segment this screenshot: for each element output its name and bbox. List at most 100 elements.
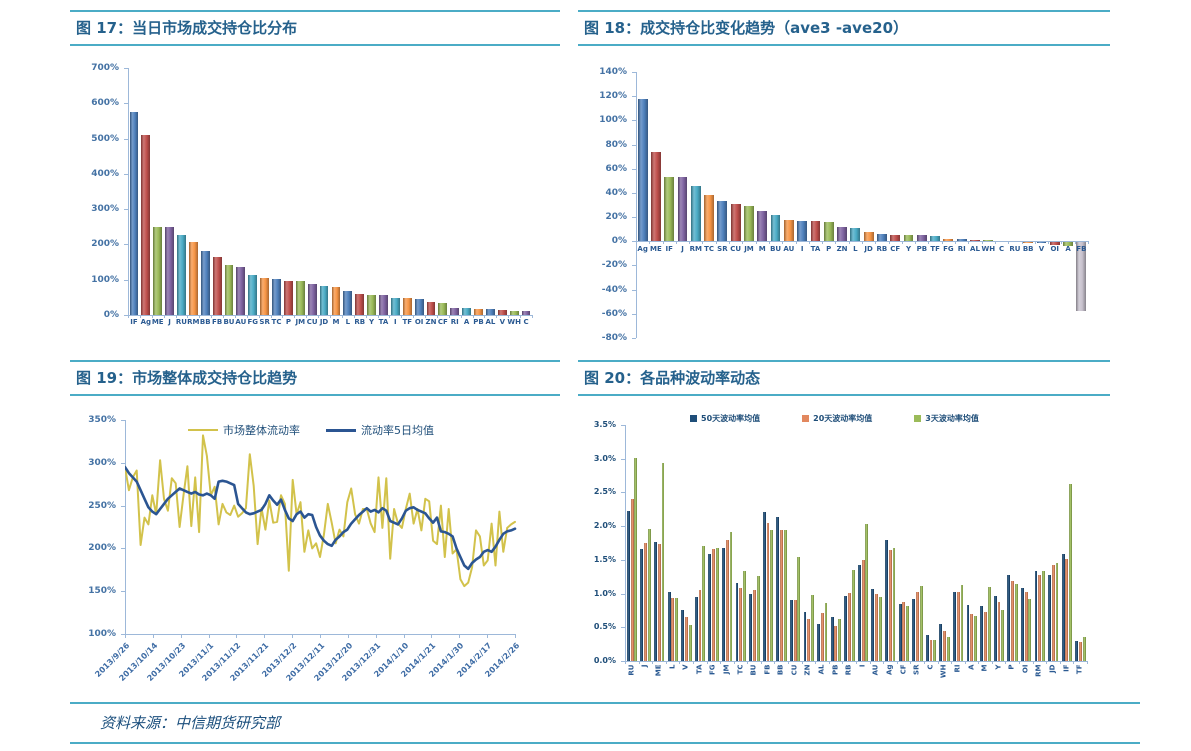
- bar-L-0: [667, 591, 671, 661]
- x-axis-category-label: JM: [744, 245, 754, 254]
- x-axis-category-label: A: [967, 664, 975, 670]
- chart-legend: 市场整体流动率 流动率5日均值: [188, 422, 434, 438]
- x-axis-tick: [1061, 241, 1063, 245]
- bar-IF-1: [1065, 558, 1069, 661]
- y-axis-tick-label: 120%: [599, 91, 627, 102]
- x-axis-category-label: J: [640, 664, 649, 667]
- y-axis-tick-label: 250%: [88, 500, 116, 511]
- bar-AU-2: [879, 596, 882, 661]
- x-axis-category-label: AU: [871, 664, 880, 675]
- x-axis-tick: [234, 315, 236, 318]
- x-axis-tick: [208, 634, 210, 638]
- y-axis-tick-label: 300%: [91, 204, 119, 215]
- x-axis-category-label: FG: [708, 664, 717, 675]
- x-axis-category-label: AU: [235, 318, 247, 326]
- y-axis-tick: [124, 68, 128, 69]
- x-axis-tick: [532, 315, 533, 318]
- x-axis-category-label: OI: [1021, 664, 1030, 673]
- bar-RI-0: [953, 592, 956, 661]
- bar-J: [165, 227, 174, 315]
- bar-TA: [810, 220, 821, 242]
- x-axis-tick: [747, 661, 749, 664]
- bar-SR-0: [912, 598, 916, 661]
- x-axis-tick: [187, 315, 189, 318]
- figure-20-title: 图 20：各品种波动率动态: [578, 360, 1110, 396]
- x-axis-tick: [223, 315, 225, 318]
- x-axis-tick: [258, 315, 260, 318]
- bar-IF: [664, 177, 675, 242]
- x-axis-tick: [403, 634, 405, 638]
- bar-IF-2: [1069, 483, 1073, 661]
- x-axis-category-label: ME: [654, 664, 663, 676]
- figure-17-title: 图 17：当日市场成交持仓比分布: [70, 10, 560, 46]
- x-axis-tick: [638, 661, 640, 664]
- y-axis-tick: [632, 72, 636, 73]
- figure-17-panel: 图 17：当日市场成交持仓比分布 700% 600% 500% 400% 300% 200…: [70, 10, 560, 358]
- x-axis-category-label: P: [826, 245, 832, 254]
- x-axis-tick: [282, 315, 284, 318]
- series-line-0: [125, 434, 516, 588]
- y-axis-tick-label: -40%: [601, 284, 627, 295]
- x-axis-tick: [662, 241, 664, 245]
- x-axis-tick: [822, 241, 824, 245]
- bar-AU-1: [875, 593, 879, 661]
- y-axis-tick-label: 600%: [91, 98, 119, 109]
- x-axis-tick: [835, 241, 837, 245]
- y-axis-tick: [632, 144, 636, 146]
- x-axis-category-label: ME: [650, 245, 662, 254]
- x-axis-category-label: TA: [695, 664, 704, 674]
- chart-legend: 50天波动率均值 20天波动率均值 3天波动率均值: [690, 413, 979, 424]
- bar-JM: [295, 280, 305, 315]
- x-axis-tick: [151, 315, 153, 318]
- bar-TF: [402, 297, 412, 315]
- x-axis-tick: [774, 661, 776, 664]
- bar-TA-1: [698, 589, 702, 661]
- y-axis-tick: [121, 591, 125, 593]
- x-axis-tick: [875, 241, 877, 245]
- bar-RI-1: [956, 591, 960, 661]
- bar-CU: [730, 203, 741, 242]
- bar-PB-1: [834, 625, 838, 661]
- y-axis-tick-label: 60%: [605, 163, 627, 174]
- bar-OI: [1049, 242, 1060, 245]
- y-axis-line: [636, 72, 637, 338]
- x-axis-tick: [459, 634, 461, 638]
- x-axis-category-label: P: [1007, 664, 1016, 670]
- x-axis-tick: [1088, 241, 1089, 245]
- x-axis-tick: [910, 661, 912, 664]
- y-axis-tick: [632, 168, 636, 170]
- x-axis-tick: [883, 661, 885, 664]
- bar-TF: [930, 236, 941, 242]
- figure-19-panel: 图 19：市场整体成交持仓比趋势 350% 300% 250% 200% 150% 100…: [70, 360, 560, 700]
- bar-CF: [890, 235, 901, 242]
- x-axis-tick: [413, 315, 415, 318]
- legend-item: 50天波动率均值: [690, 413, 760, 424]
- y-axis-tick-label: 0%: [611, 236, 627, 247]
- y-axis-tick-label: 0%: [103, 310, 119, 320]
- x-axis-tick: [1005, 661, 1007, 664]
- y-axis-tick: [632, 265, 636, 267]
- bar-A-0: [966, 605, 970, 661]
- x-axis-tick: [994, 241, 996, 245]
- x-axis-tick: [330, 315, 331, 318]
- x-axis-category-label: WH: [939, 664, 948, 678]
- legend-label: 市场整体流动率: [223, 424, 300, 437]
- x-axis-category-label: JM: [295, 318, 306, 326]
- bar-RM-0: [1034, 571, 1038, 661]
- y-axis-line: [625, 425, 626, 661]
- x-axis-tick: [675, 241, 677, 245]
- y-axis-tick-label: -80%: [601, 333, 627, 343]
- y-axis-tick-label: 200%: [88, 543, 116, 554]
- bar-ZN: [837, 226, 847, 242]
- x-axis-category-label: AL: [970, 245, 980, 254]
- x-axis-tick: [294, 315, 296, 318]
- x-axis-tick: [306, 315, 308, 318]
- x-axis-category-label: TC: [736, 664, 744, 674]
- y-axis-tick: [124, 209, 128, 211]
- bar-ME: [153, 227, 163, 315]
- bar-FB-0: [762, 511, 766, 661]
- bar-P: [823, 221, 834, 242]
- bar-SR: [717, 201, 728, 242]
- bar-AL: [486, 309, 495, 315]
